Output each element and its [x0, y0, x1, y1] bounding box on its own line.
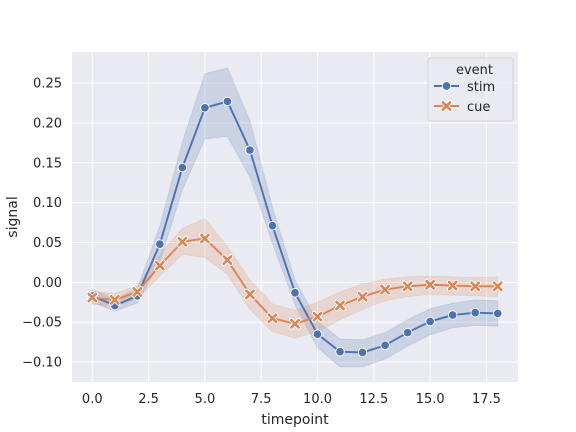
legend: event stim cue: [427, 57, 514, 122]
legend-label-cue: cue: [467, 100, 490, 115]
point-stim: [380, 340, 390, 351]
band-cue: [91, 217, 499, 339]
point-stim: [447, 310, 458, 320]
point-cue: [447, 280, 458, 291]
x-tick-label: 5.0: [195, 392, 216, 407]
point-stim: [470, 307, 480, 318]
legend-label-stim: stim: [467, 80, 495, 95]
y-tick-label: −0.10: [22, 356, 62, 371]
point-stim: [402, 327, 413, 338]
y-axis-label: signal: [5, 196, 21, 237]
band-stim: [91, 67, 499, 368]
legend-items: stim cue: [434, 80, 495, 115]
x-tick-label: 12.5: [359, 392, 388, 407]
y-tick-label: 0.10: [33, 196, 62, 211]
point-stim: [335, 346, 345, 357]
point-cue: [425, 279, 436, 290]
point-stim: [425, 316, 435, 327]
series-markers: [86, 96, 504, 358]
x-tick-label: 2.5: [138, 392, 159, 407]
y-tick-label: 0.00: [33, 276, 62, 291]
y-tick-labels: −0.10 −0.05 0.00 0.05 0.10 0.15 0.20 0.25: [22, 77, 62, 371]
y-tick-label: 0.25: [33, 77, 62, 92]
x-tick-label: 7.5: [251, 392, 272, 407]
x-tick-label: 17.5: [472, 392, 501, 407]
point-stim: [357, 347, 368, 358]
point-cue: [267, 313, 278, 324]
point-stim: [312, 329, 323, 339]
x-tick-label: 10.0: [303, 392, 332, 407]
point-cue: [492, 281, 503, 292]
point-cue: [199, 233, 210, 244]
y-tick-label: 0.20: [33, 116, 62, 131]
x-axis-label: timepoint: [261, 412, 329, 428]
point-stim: [267, 221, 278, 231]
point-cue: [87, 292, 98, 303]
point-cue: [402, 281, 413, 292]
point-cue: [470, 281, 481, 292]
y-tick-label: 0.05: [33, 236, 62, 251]
x-tick-labels: 0.0 2.5 5.0 7.5 10.0 12.5 15.0 17.5: [82, 392, 501, 407]
point-stim: [177, 162, 188, 173]
point-cue: [109, 294, 120, 305]
point-cue: [222, 255, 233, 265]
point-cue: [380, 284, 391, 295]
point-cue: [245, 289, 255, 300]
point-cue: [154, 260, 165, 271]
point-stim: [222, 96, 233, 107]
point-stim: [200, 103, 210, 113]
point-cue: [335, 300, 345, 311]
legend-marker-stim: [441, 81, 452, 91]
point-stim: [492, 308, 503, 319]
confidence-bands: [91, 67, 499, 368]
y-tick-label: −0.05: [22, 316, 62, 331]
point-cue: [357, 291, 368, 302]
point-cue: [177, 236, 188, 247]
legend-title: event: [456, 63, 493, 78]
point-stim: [245, 145, 255, 155]
x-tick-label: 15.0: [416, 392, 445, 407]
point-stim: [155, 239, 165, 249]
point-cue: [132, 287, 143, 297]
point-cue: [290, 318, 300, 329]
point-stim: [290, 287, 300, 298]
y-tick-label: 0.15: [33, 156, 62, 171]
legend-marker-cue: [441, 101, 452, 111]
x-tick-label: 0.0: [82, 392, 103, 407]
point-cue: [312, 311, 323, 322]
